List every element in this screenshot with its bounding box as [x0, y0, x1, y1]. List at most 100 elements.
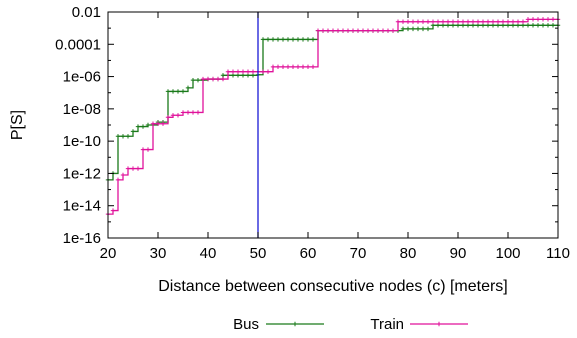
- data-point: [260, 69, 266, 74]
- data-point: [290, 37, 296, 42]
- data-point: [195, 77, 201, 83]
- x-tick-label: 60: [300, 245, 317, 262]
- data-point: [450, 19, 456, 24]
- y-tick-label: 1e-16: [63, 230, 101, 247]
- data-point: [350, 28, 356, 33]
- data-point: [205, 76, 211, 82]
- data-point: [145, 147, 151, 152]
- data-point: [540, 23, 546, 28]
- data-point: [115, 177, 121, 183]
- x-tick-label: 50: [250, 245, 267, 262]
- x-tick-label: 90: [450, 245, 467, 262]
- data-point: [185, 110, 191, 115]
- data-point: [180, 110, 186, 115]
- data-point: [530, 17, 536, 22]
- data-point: [305, 64, 311, 70]
- data-point: [300, 64, 306, 70]
- data-point: [455, 19, 461, 24]
- data-point: [165, 115, 171, 120]
- data-point: [140, 124, 146, 129]
- y-tick-label: 1e-06: [63, 69, 101, 86]
- data-point: [120, 172, 126, 178]
- data-point: [425, 19, 431, 24]
- data-point: [345, 28, 351, 33]
- data-point: [175, 89, 181, 94]
- data-point: [545, 17, 551, 22]
- data-point: [405, 26, 411, 32]
- data-point: [295, 37, 301, 42]
- y-tick-label: 0.01: [72, 4, 101, 21]
- y-tick-label: 1e-14: [63, 198, 101, 215]
- data-point: [215, 76, 221, 82]
- data-point: [400, 19, 406, 24]
- data-point: [140, 147, 146, 152]
- data-point: [250, 69, 256, 74]
- data-point: [110, 208, 116, 213]
- series-bus: [105, 23, 561, 183]
- data-point: [225, 69, 231, 74]
- data-point: [245, 69, 251, 74]
- data-point: [540, 17, 546, 22]
- data-point: [275, 64, 281, 70]
- data-point: [490, 19, 496, 24]
- y-tick-label: 0.0001: [55, 36, 101, 53]
- series-line-bus: [108, 24, 558, 181]
- data-point: [170, 113, 176, 118]
- data-point: [200, 76, 206, 82]
- data-point: [125, 166, 131, 171]
- x-tick-label: 80: [400, 245, 417, 262]
- data-point: [465, 19, 471, 24]
- series-line-train: [108, 18, 558, 215]
- data-point: [430, 19, 436, 24]
- data-point: [260, 37, 266, 42]
- x-tick-label: 100: [495, 245, 520, 262]
- data-point: [410, 26, 416, 32]
- data-point: [420, 26, 426, 32]
- data-point: [415, 19, 421, 24]
- data-point: [400, 26, 406, 32]
- data-point: [300, 37, 306, 42]
- data-point: [355, 28, 361, 33]
- data-point: [265, 69, 271, 74]
- data-point: [435, 19, 441, 24]
- data-point: [190, 77, 196, 83]
- data-point: [420, 19, 426, 24]
- y-axis-label: P[S]: [9, 110, 26, 140]
- data-point: [180, 89, 186, 94]
- data-point: [485, 19, 491, 24]
- data-point: [480, 19, 486, 24]
- data-point: [410, 19, 416, 24]
- data-point: [370, 28, 376, 33]
- data-point: [280, 37, 286, 42]
- data-point: [525, 17, 531, 22]
- data-point: [280, 64, 286, 70]
- data-point: [170, 89, 176, 94]
- data-point: [135, 124, 141, 129]
- data-point: [185, 85, 191, 91]
- legend-marker-train: [436, 321, 442, 327]
- data-point: [390, 28, 396, 33]
- data-point: [125, 134, 131, 139]
- ticks-layer: 20 30 40 50 60 70 80 90 100 110 0.01 0.0001 1e-06 1e-…: [55, 4, 570, 262]
- legend-label-train: Train: [370, 316, 404, 333]
- data-point: [550, 17, 556, 22]
- data-point: [535, 23, 541, 28]
- data-point: [310, 64, 316, 70]
- data-point: [190, 110, 196, 115]
- x-tick-label: 20: [100, 245, 117, 262]
- data-point: [405, 19, 411, 24]
- data-point: [305, 37, 311, 42]
- data-point: [335, 28, 341, 33]
- data-point: [285, 37, 291, 42]
- data-point: [270, 64, 276, 70]
- data-point: [120, 134, 126, 139]
- data-point: [145, 122, 151, 128]
- series-layer: [105, 12, 561, 238]
- data-point: [325, 28, 331, 33]
- data-point: [445, 19, 451, 24]
- data-point: [525, 23, 531, 28]
- data-point: [290, 64, 296, 70]
- data-point: [520, 19, 526, 24]
- data-point: [270, 37, 276, 42]
